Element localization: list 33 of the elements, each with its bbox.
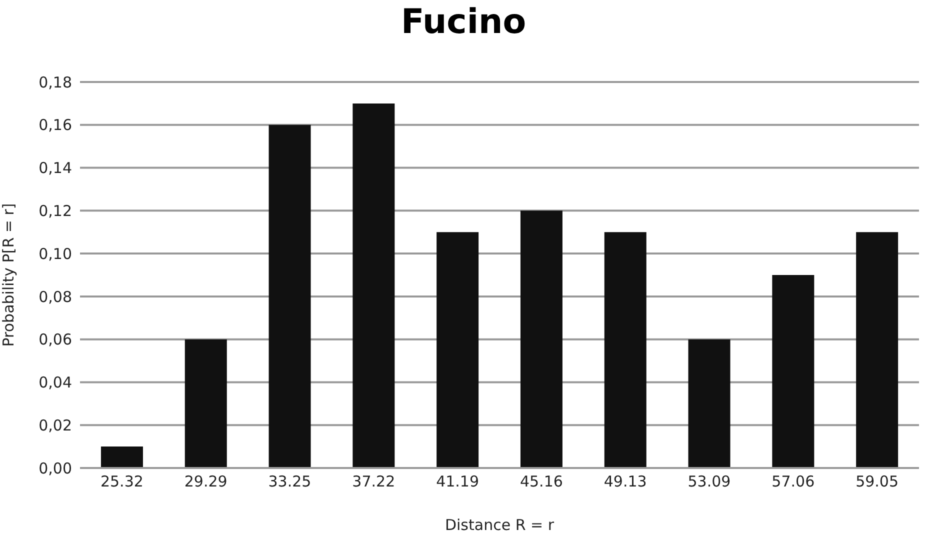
y-tick-label: 0,02 (38, 416, 72, 434)
y-tick-label: 0,00 (38, 459, 72, 478)
x-tick-label: 41.19 (436, 472, 480, 491)
bar (352, 103, 395, 468)
y-tick-label: 0,04 (38, 374, 72, 392)
y-tick-label: 0,14 (38, 159, 72, 178)
chart-title: Fucino (400, 2, 528, 42)
x-tick-label: 25.32 (100, 472, 144, 491)
x-tick-label: 59.05 (856, 472, 899, 491)
bar (688, 339, 730, 468)
x-axis-title: Distance R = r (444, 516, 555, 534)
y-axis-title: Probability P[R = r] (0, 203, 18, 347)
bar (184, 339, 227, 468)
bar (856, 232, 898, 468)
x-tick-label: 49.13 (604, 472, 647, 491)
y-tick-label: 0,18 (38, 73, 72, 92)
x-tick-label: 53.09 (688, 472, 731, 491)
y-tick-label: 0,16 (38, 116, 72, 134)
x-tick-label: 37.22 (352, 472, 396, 491)
bar (268, 124, 311, 468)
bar (604, 232, 646, 468)
x-tick-label: 45.16 (520, 472, 563, 491)
x-tick-label: 57.06 (772, 472, 815, 491)
y-tick-label: 0,10 (38, 244, 72, 263)
x-tick-label: 33.25 (268, 472, 312, 491)
y-tick-label: 0,06 (38, 330, 72, 349)
bar (520, 210, 562, 468)
y-tick-label: 0,12 (38, 202, 72, 220)
bar (772, 275, 814, 468)
y-tick-label: 0,08 (38, 288, 72, 306)
x-tick-label: 29.29 (184, 472, 228, 491)
bar (100, 446, 143, 468)
bar (436, 232, 479, 468)
